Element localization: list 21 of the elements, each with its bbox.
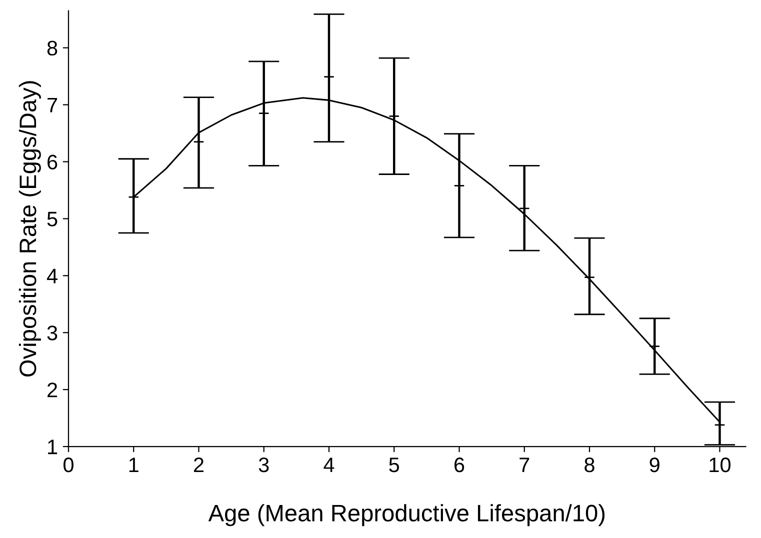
- x-tick-label: 9: [650, 458, 660, 472]
- y-tick-label: 6: [48, 154, 58, 170]
- x-tick-label: 1: [129, 458, 138, 472]
- x-tick-label: 6: [454, 458, 464, 472]
- y-tick-label: 8: [47, 40, 58, 56]
- y-tick-label: 2: [48, 382, 58, 398]
- x-tick-label: 10: [710, 458, 731, 472]
- y-tick-label: 4: [46, 268, 58, 284]
- x-axis-title: Age (Mean Reproductive Lifespan/10): [208, 504, 605, 526]
- x-tick-label: 3: [258, 458, 269, 472]
- x-tick-label: 7: [520, 458, 530, 472]
- x-tick-label: 0: [64, 458, 74, 472]
- x-tick-label: 8: [584, 458, 594, 472]
- x-tick-label: 5: [389, 458, 400, 472]
- y-tick-label: 1: [48, 440, 58, 454]
- y-axis-title: Oviposition Rate (Eggs/Day): [18, 81, 41, 376]
- y-tick-label: 7: [48, 98, 58, 112]
- x-tick-label: 2: [194, 458, 204, 472]
- y-tick-label: 5: [47, 212, 58, 226]
- x-tick-label: 4: [324, 458, 334, 472]
- y-tick-label: 3: [47, 326, 58, 340]
